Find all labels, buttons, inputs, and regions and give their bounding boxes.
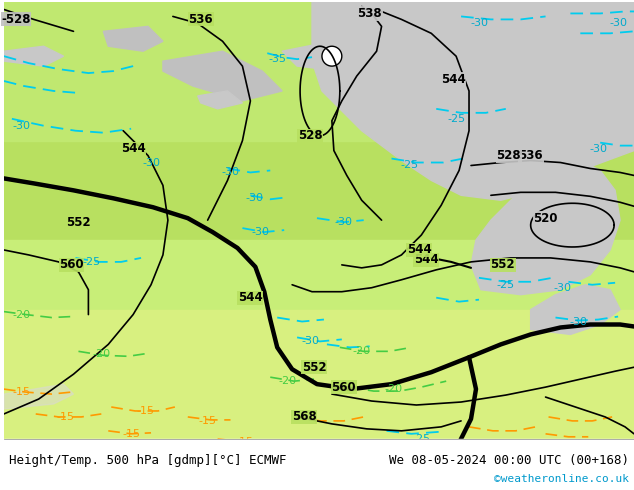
Polygon shape xyxy=(4,46,63,66)
Text: 536: 536 xyxy=(188,13,213,26)
Polygon shape xyxy=(4,384,74,409)
Text: -25: -25 xyxy=(412,434,430,444)
Text: 552: 552 xyxy=(491,258,515,271)
Text: 528: 528 xyxy=(298,129,322,142)
Text: 536: 536 xyxy=(519,149,543,162)
Text: -30: -30 xyxy=(142,157,160,168)
Text: We 08-05-2024 00:00 UTC (00+168): We 08-05-2024 00:00 UTC (00+168) xyxy=(389,454,629,466)
Polygon shape xyxy=(282,41,361,71)
Text: -25: -25 xyxy=(447,114,465,124)
Polygon shape xyxy=(4,240,634,439)
Polygon shape xyxy=(198,91,242,109)
Text: -30: -30 xyxy=(221,168,240,177)
Text: -20: -20 xyxy=(93,349,110,359)
Polygon shape xyxy=(4,1,634,141)
Text: -15: -15 xyxy=(122,429,140,439)
Text: 544: 544 xyxy=(120,142,145,155)
Text: -20: -20 xyxy=(353,346,371,356)
Text: -15: -15 xyxy=(198,416,217,426)
Text: -35: -35 xyxy=(268,54,286,64)
Text: -30: -30 xyxy=(470,19,488,28)
Text: -30: -30 xyxy=(301,337,319,346)
Text: 568: 568 xyxy=(292,411,316,423)
Text: 544: 544 xyxy=(441,73,465,86)
Polygon shape xyxy=(531,285,620,335)
Text: -15: -15 xyxy=(235,437,254,447)
Text: -20: -20 xyxy=(13,310,31,319)
Text: -528: -528 xyxy=(1,13,30,26)
Text: -15: -15 xyxy=(136,406,154,416)
Text: 520: 520 xyxy=(533,212,558,225)
Text: 552: 552 xyxy=(66,216,91,229)
Text: -30: -30 xyxy=(13,121,31,131)
Text: 544: 544 xyxy=(238,291,262,304)
Text: -15: -15 xyxy=(13,387,31,397)
Text: 538: 538 xyxy=(358,7,382,20)
Text: -30: -30 xyxy=(589,144,607,153)
Text: -30: -30 xyxy=(569,317,587,326)
Polygon shape xyxy=(312,1,634,200)
Text: 544: 544 xyxy=(414,253,439,267)
Text: -15: -15 xyxy=(258,454,276,464)
Text: -25: -25 xyxy=(496,280,515,290)
Text: 584: 584 xyxy=(10,450,34,463)
Bar xyxy=(4,1,634,439)
Text: -20: -20 xyxy=(517,454,534,464)
Text: -25: -25 xyxy=(400,161,418,171)
Text: -30: -30 xyxy=(245,193,263,203)
Text: Height/Temp. 500 hPa [gdmp][°C] ECMWF: Height/Temp. 500 hPa [gdmp][°C] ECMWF xyxy=(9,454,287,466)
Text: -30: -30 xyxy=(553,283,571,293)
Text: -15: -15 xyxy=(335,449,353,459)
Polygon shape xyxy=(4,310,634,439)
Text: 560: 560 xyxy=(59,258,84,271)
Text: 544: 544 xyxy=(407,244,432,256)
Text: -20: -20 xyxy=(278,376,296,386)
Text: -25: -25 xyxy=(82,257,100,267)
Text: 528: 528 xyxy=(496,149,521,162)
Polygon shape xyxy=(471,161,620,294)
Text: -30: -30 xyxy=(251,227,269,237)
Text: 552: 552 xyxy=(302,361,327,374)
Polygon shape xyxy=(103,26,163,51)
Circle shape xyxy=(322,46,342,66)
Text: 560: 560 xyxy=(332,381,356,393)
Text: -30: -30 xyxy=(335,217,353,227)
Bar xyxy=(4,439,634,489)
Text: -15: -15 xyxy=(56,412,75,422)
Polygon shape xyxy=(163,51,282,101)
Text: -30: -30 xyxy=(609,19,627,28)
Text: -20: -20 xyxy=(384,384,403,394)
Text: ©weatheronline.co.uk: ©weatheronline.co.uk xyxy=(494,473,629,484)
